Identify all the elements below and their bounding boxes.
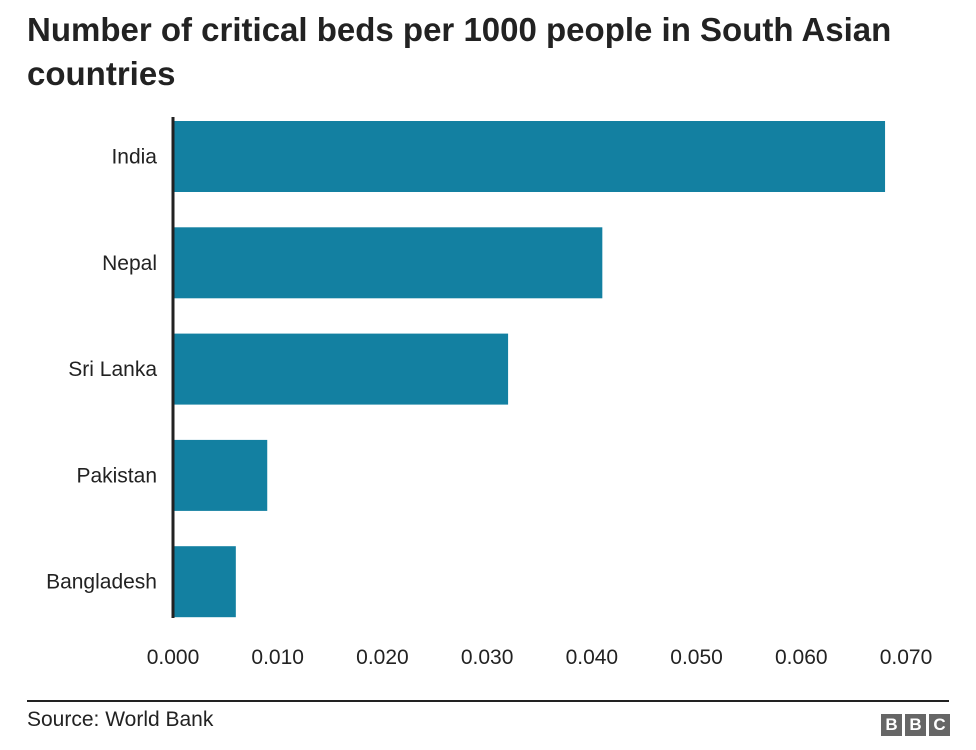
bbc-logo-letter: B xyxy=(905,714,926,736)
x-tick-label: 0.020 xyxy=(356,646,409,669)
x-tick-label: 0.040 xyxy=(566,646,619,669)
x-tick-label: 0.010 xyxy=(251,646,304,669)
bbc-logo-letter: C xyxy=(929,714,950,736)
bar-bangladesh xyxy=(173,546,236,618)
category-label: Pakistan xyxy=(76,464,157,487)
chart-title: Number of critical beds per 1000 people … xyxy=(27,11,892,92)
bbc-logo: B B C xyxy=(881,714,950,736)
category-label: Nepal xyxy=(102,252,157,275)
category-label: India xyxy=(111,146,157,169)
x-tick-label: 0.050 xyxy=(670,646,723,669)
x-tick-label: 0.000 xyxy=(147,646,200,669)
bar-sri-lanka xyxy=(173,333,509,405)
bbc-logo-letter: B xyxy=(881,714,902,736)
footer-divider xyxy=(27,700,949,702)
category-label: Sri Lanka xyxy=(68,358,157,381)
bar-india xyxy=(173,121,886,192)
bar-nepal xyxy=(173,227,603,299)
category-label: Bangladesh xyxy=(46,571,157,594)
source-note: Source: World Bank xyxy=(27,708,214,731)
bar-pakistan xyxy=(173,439,268,511)
x-tick-label: 0.060 xyxy=(775,646,828,669)
x-tick-label: 0.070 xyxy=(880,646,933,669)
x-tick-label: 0.030 xyxy=(461,646,514,669)
